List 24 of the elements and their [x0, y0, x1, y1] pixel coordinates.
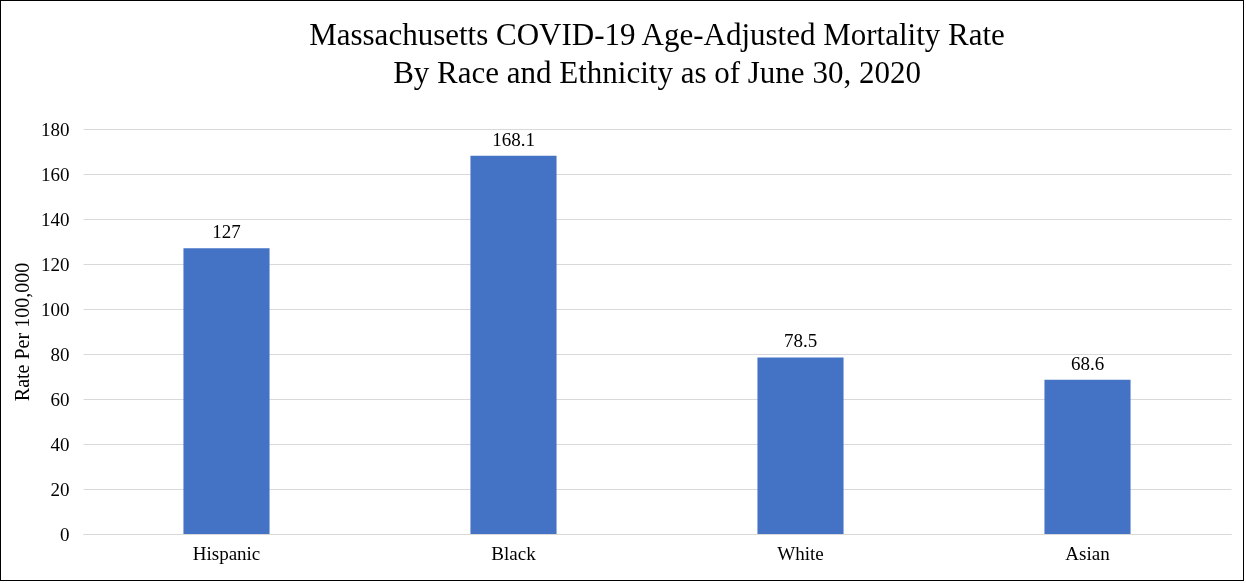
- x-tick-label: Black: [491, 542, 537, 564]
- y-tick-label: 180: [41, 118, 70, 140]
- bar: [470, 155, 557, 534]
- chart-title: Massachusetts COVID-19 Age-Adjusted Mortality Rate By Race and Ethnicity as of June 30, 2020: [309, 17, 1005, 90]
- y-tick-label: 80: [50, 343, 70, 365]
- y-tick-label: 140: [41, 208, 70, 230]
- x-tick-label: Hispanic: [192, 542, 261, 564]
- y-tick-label: 160: [41, 163, 70, 185]
- data-label: 168.1: [492, 128, 535, 150]
- data-label: 68.6: [1070, 352, 1105, 374]
- x-tick-label: Asian: [1065, 542, 1111, 564]
- y-tick-label: 40: [50, 433, 70, 455]
- y-tick-label: 120: [41, 253, 70, 275]
- y-axis-title: Rate Per 100,000: [11, 262, 33, 402]
- bar: [757, 357, 844, 534]
- data-label: 78.5: [783, 330, 818, 352]
- bar: [183, 248, 270, 534]
- y-tick-label: 0: [60, 523, 70, 545]
- x-tick-label: White: [777, 542, 824, 564]
- data-label: 127: [212, 221, 241, 243]
- bar: [1044, 379, 1131, 534]
- y-tick-label: 100: [41, 298, 70, 320]
- y-tick-label: 20: [50, 478, 70, 500]
- y-tick-label: 60: [50, 388, 70, 410]
